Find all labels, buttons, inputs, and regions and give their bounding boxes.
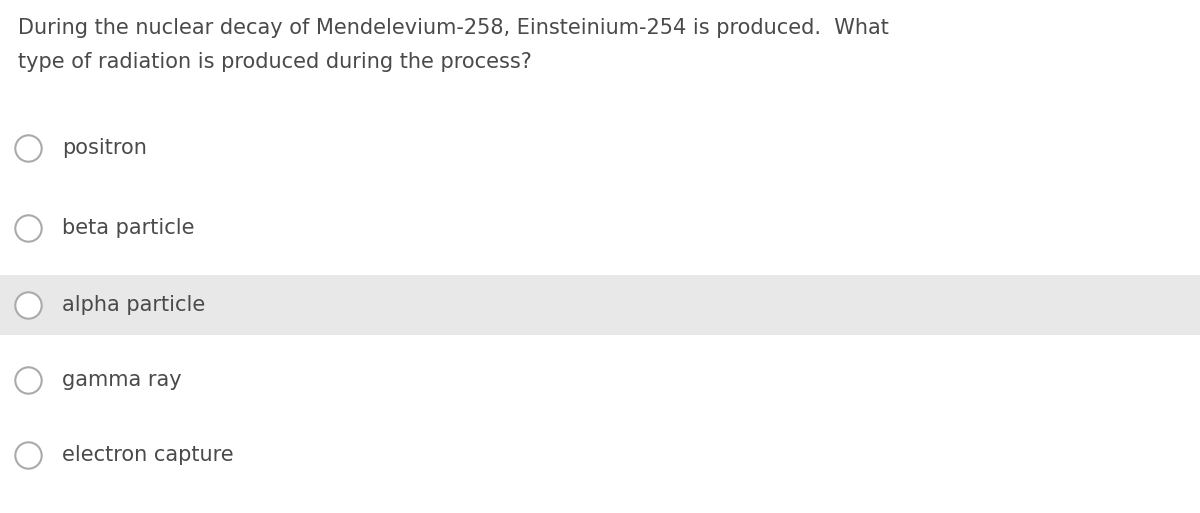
Text: beta particle: beta particle: [62, 218, 194, 238]
Text: During the nuclear decay of Mendelevium-258, Einsteinium-254 is produced.  What: During the nuclear decay of Mendelevium-…: [18, 18, 889, 38]
Text: gamma ray: gamma ray: [62, 370, 181, 390]
Text: electron capture: electron capture: [62, 445, 234, 465]
FancyBboxPatch shape: [0, 275, 1200, 335]
Text: positron: positron: [62, 138, 146, 158]
Text: alpha particle: alpha particle: [62, 295, 205, 315]
Text: type of radiation is produced during the process?: type of radiation is produced during the…: [18, 52, 532, 72]
